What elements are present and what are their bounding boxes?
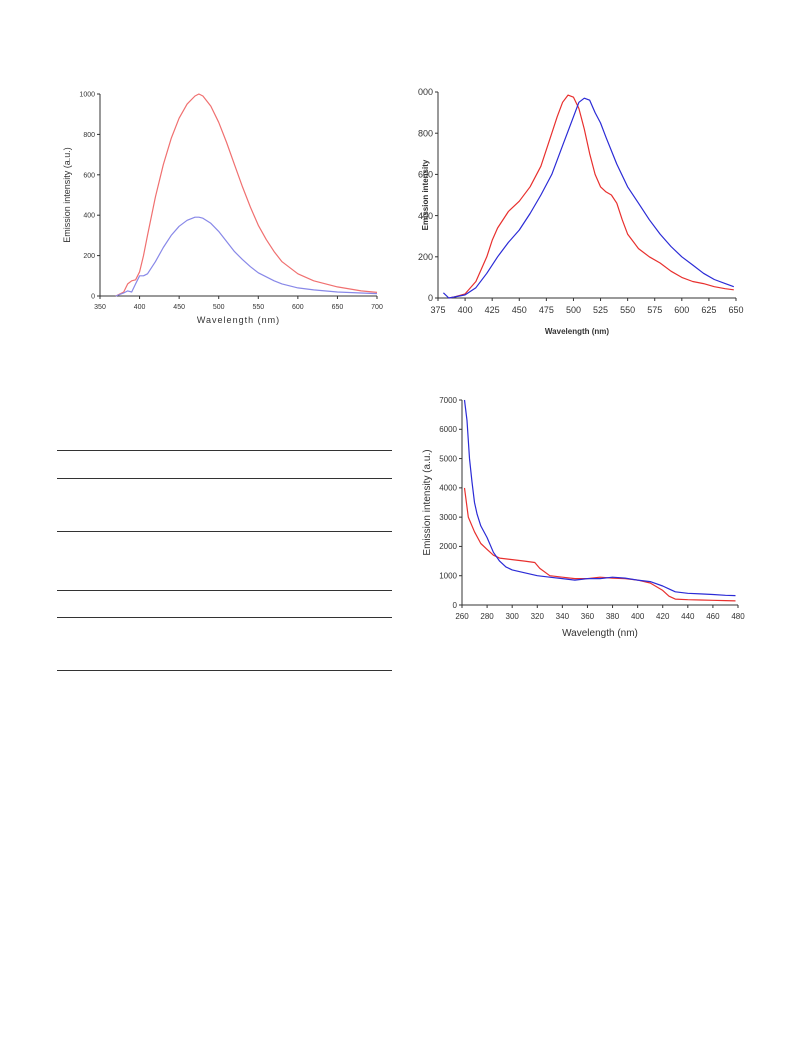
x-axis-title: Wavelength (nm) — [562, 628, 638, 639]
y-tick-label: 1000 — [439, 572, 457, 581]
x-tick-label: 500 — [566, 305, 581, 315]
table-rule — [57, 478, 392, 479]
x-tick-label: 425 — [485, 305, 500, 315]
y-tick-label: 3000 — [439, 513, 457, 522]
x-tick-label: 450 — [173, 304, 185, 311]
emission-chart-2-svg: 375 400 425 450 475 500 525 550 575 600 625 650 0 200… — [418, 87, 744, 336]
x-tick-label: 360 — [581, 612, 595, 621]
x-tick-label: 260 — [455, 612, 469, 621]
y-axis-title: Emission intensity — [421, 159, 430, 230]
y-tick-label: 5000 — [439, 454, 457, 463]
table-rules — [57, 445, 392, 680]
x-tick-label: 350 — [94, 304, 106, 311]
x-tick-label: 280 — [480, 612, 494, 621]
y-tick-label: 4000 — [439, 484, 457, 493]
table-rule — [57, 590, 392, 591]
x-tick-label: 300 — [506, 612, 520, 621]
x-tick-label: 340 — [556, 612, 570, 621]
x-tick-label: 400 — [458, 305, 473, 315]
emission-chart-3-svg: 260 280 300 320 340 360 380 400 420 440 460 480 0 100… — [422, 396, 745, 639]
x-axis-title: Wavelength (nm) — [545, 327, 609, 336]
y-tick-label: 7000 — [439, 396, 457, 405]
x-tick-label: 650 — [728, 305, 743, 315]
x-tick-label: 440 — [681, 612, 695, 621]
emission-chart-1-svg: 350 400 450 500 550 600 650 700 0 200 400 600 800 100… — [62, 91, 383, 325]
x-tick-label: 320 — [531, 612, 545, 621]
x-tick-label: 525 — [593, 305, 608, 315]
y-tick-label: 600 — [83, 172, 95, 179]
y-tick-label: 0 — [453, 601, 458, 610]
x-tick-label: 420 — [656, 612, 670, 621]
y-tick-label: 6000 — [439, 425, 457, 434]
x-tick-label: 600 — [674, 305, 689, 315]
x-tick-label: 650 — [332, 304, 344, 311]
series-line-1 — [115, 93, 378, 297]
y-axis-title: Emission intensity (a.u.) — [422, 449, 433, 555]
series-line-1 — [463, 487, 736, 602]
x-tick-label: 625 — [701, 305, 716, 315]
x-tick-label: 400 — [134, 304, 146, 311]
y-tick-label: 2000 — [439, 542, 457, 551]
table-rule — [57, 531, 392, 532]
y-tick-label: 400 — [83, 213, 95, 220]
x-tick-label: 450 — [512, 305, 527, 315]
x-tick-label: 700 — [371, 304, 383, 311]
x-tick-label: 375 — [430, 305, 445, 315]
x-tick-label: 400 — [631, 612, 645, 621]
series-line-1 — [448, 94, 734, 299]
y-tick-label: 800 — [83, 132, 95, 139]
table-rule — [57, 617, 392, 618]
y-tick-label: 400 — [418, 211, 433, 221]
table-rule-top — [57, 450, 392, 451]
emission-chart-3: 260 280 300 320 340 360 380 400 420 440 460 480 0 100… — [418, 392, 748, 654]
x-tick-label: 380 — [606, 612, 620, 621]
series-line-2 — [442, 97, 735, 299]
y-tick-label: 800 — [418, 128, 433, 138]
y-tick-label: 0 — [428, 293, 433, 303]
y-tick-label: 600 — [418, 170, 433, 180]
x-tick-label: 475 — [539, 305, 554, 315]
y-tick-label: 1000 — [418, 87, 433, 97]
x-tick-label: 575 — [647, 305, 662, 315]
y-tick-label: 200 — [83, 253, 95, 260]
x-tick-label: 550 — [252, 304, 264, 311]
x-tick-label: 460 — [706, 612, 720, 621]
x-axis-title: Wavelength (nm) — [197, 315, 280, 325]
x-tick-label: 480 — [731, 612, 745, 621]
y-axis-title: Emission intensity (a.u.) — [62, 147, 72, 243]
x-tick-label: 500 — [213, 304, 225, 311]
x-tick-label: 550 — [620, 305, 635, 315]
emission-chart-1: 350 400 450 500 550 600 650 700 0 200 400 600 800 100… — [60, 86, 385, 334]
y-tick-label: 200 — [418, 252, 433, 262]
y-tick-label: 1000 — [79, 91, 95, 98]
series-line-2 — [463, 399, 736, 597]
x-tick-label: 600 — [292, 304, 304, 311]
emission-chart-2: 375 400 425 450 475 500 525 550 575 600 625 650 0 200… — [418, 86, 748, 348]
series-line-2 — [115, 216, 378, 297]
table-rule-bottom — [57, 670, 392, 671]
y-tick-label: 0 — [91, 293, 95, 300]
